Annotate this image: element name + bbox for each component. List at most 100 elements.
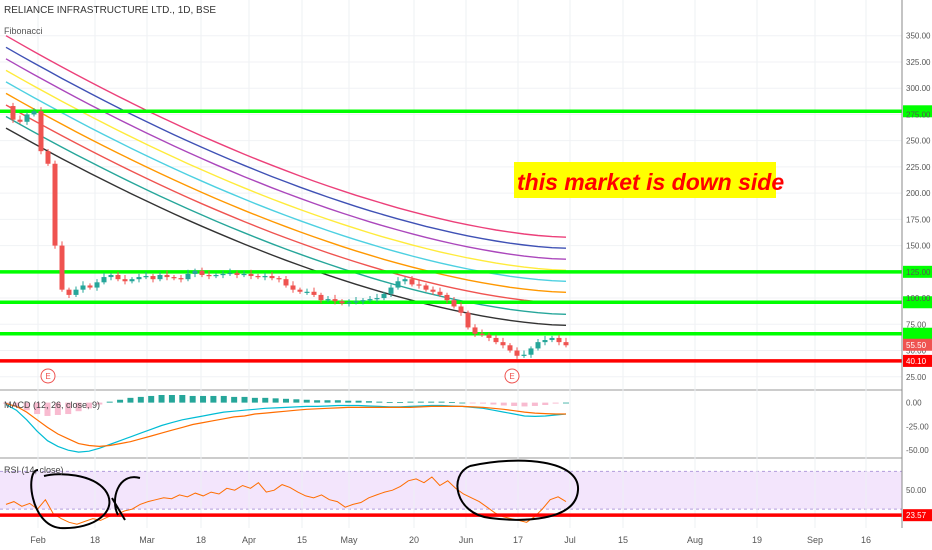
rsi-tick-label: 50.00 — [906, 486, 927, 495]
macd-histogram-bar — [241, 396, 248, 403]
candle-body — [108, 274, 114, 278]
candle-body — [479, 333, 485, 335]
x-tick-label: 19 — [752, 535, 762, 545]
macd-pane — [3, 395, 569, 453]
macd-histogram-bar — [542, 402, 549, 405]
candle-body — [556, 337, 562, 343]
rsi-line — [5, 476, 567, 525]
candle-body — [192, 270, 198, 274]
macd-histogram-bar — [324, 400, 331, 403]
fibonacci-ribbon-line — [5, 35, 567, 238]
x-tick-label: Mar — [139, 535, 155, 545]
candle-body — [52, 163, 58, 246]
macd-title: MACD (12, 26, close, 9) — [4, 400, 100, 410]
y-tick-label: 25.00 — [906, 373, 927, 382]
candle-body — [276, 278, 282, 280]
macd-histogram-bar — [117, 399, 124, 403]
macd-histogram-bar — [334, 400, 341, 403]
x-tick-label: 17 — [513, 535, 523, 545]
last-price-label: 55.50 — [906, 341, 927, 350]
level-tag — [903, 354, 932, 367]
candle-body — [542, 340, 548, 343]
y-tick-label: 275.00 — [906, 110, 931, 119]
candle-body — [339, 301, 345, 304]
candle-body — [122, 279, 128, 282]
hand-drawn-circle — [456, 459, 580, 521]
macd-histogram-bar — [563, 402, 569, 404]
hand-drawn-circle — [30, 469, 111, 530]
fibonacci-ribbon-line — [5, 92, 567, 293]
macd-histogram-bar — [511, 402, 518, 406]
candle-body — [269, 276, 275, 279]
chart-title: RELIANCE INFRASTRUCTURE LTD., 1D, BSE — [4, 5, 216, 16]
macd-histogram-bar — [127, 397, 134, 403]
macd-histogram-bar — [23, 402, 30, 411]
x-tick-label: Aug — [687, 535, 703, 545]
candle-body — [486, 334, 492, 338]
macd-histogram-bar — [490, 402, 497, 405]
x-tick-label: 20 — [409, 535, 419, 545]
macd-histogram-bar — [459, 402, 466, 404]
fibonacci-ribbon-line — [5, 104, 567, 304]
candle-body — [206, 274, 212, 277]
candle-body — [507, 345, 513, 351]
y-tick-label: 350.00 — [906, 32, 931, 41]
x-tick-label: Feb — [30, 535, 46, 545]
macd-histogram-bar — [44, 402, 51, 416]
macd-histogram-bar — [428, 401, 435, 403]
macd-histogram-bar — [168, 395, 175, 403]
candle-body — [500, 342, 506, 346]
candle-body — [521, 354, 527, 356]
y-tick-label: 100.00 — [906, 294, 931, 303]
candle-body — [255, 276, 261, 278]
candle-body — [563, 342, 569, 346]
y-tick-label: 175.00 — [906, 215, 931, 224]
candle-body — [465, 312, 471, 328]
macd-histogram-bar — [148, 395, 155, 403]
macd-histogram-bar — [448, 402, 455, 403]
fibonacci-ribbon-line — [5, 46, 567, 249]
last-price-tag — [903, 338, 932, 351]
y-tick-label: 300.00 — [906, 84, 931, 93]
macd-histogram-bar — [75, 402, 82, 412]
candle-body — [290, 285, 296, 290]
earnings-marker-label: E — [509, 372, 514, 381]
macd-histogram-bar — [54, 402, 61, 415]
fibonacci-ribbon-line — [5, 127, 567, 326]
macd-histogram-bar — [231, 396, 238, 403]
candle-body — [395, 281, 401, 288]
x-tick-label: Jul — [564, 535, 576, 545]
macd-histogram-bar — [272, 398, 279, 403]
grid-lines — [0, 0, 902, 528]
candle-body — [199, 270, 205, 275]
candle-body — [136, 277, 142, 280]
candle-body — [143, 276, 149, 278]
candle-body — [31, 111, 37, 115]
level-tag — [903, 265, 932, 278]
candle-body — [318, 294, 324, 301]
macd-histogram-bar — [521, 402, 528, 407]
level-tag — [903, 327, 932, 340]
macd-histogram-bar — [158, 395, 165, 403]
candle-body — [311, 291, 317, 295]
macd-histogram-bar — [96, 402, 103, 405]
macd-histogram-bar — [438, 401, 445, 403]
candle-body — [388, 287, 394, 294]
macd-histogram-bar — [189, 395, 196, 403]
candle-body — [129, 279, 135, 282]
annotation-box — [514, 162, 776, 198]
candle-body — [87, 285, 93, 288]
candle-body — [528, 348, 534, 355]
x-tick-label: Sep — [807, 535, 823, 545]
x-tick-label: 15 — [297, 535, 307, 545]
macd-histogram-bar — [386, 402, 393, 403]
macd-histogram-bar — [407, 401, 414, 403]
macd-histogram-bar — [34, 402, 41, 415]
macd-histogram-bar — [65, 402, 72, 415]
macd-histogram-bar — [552, 402, 559, 404]
candle-body — [451, 300, 457, 307]
y-tick-label: 250.00 — [906, 137, 931, 146]
candle-body — [220, 273, 226, 276]
time-axis: Feb 18 Mar 18 Apr 15 May 20 Jun 17 Jul 15 Aug 19 Sep 16 — [30, 535, 871, 545]
